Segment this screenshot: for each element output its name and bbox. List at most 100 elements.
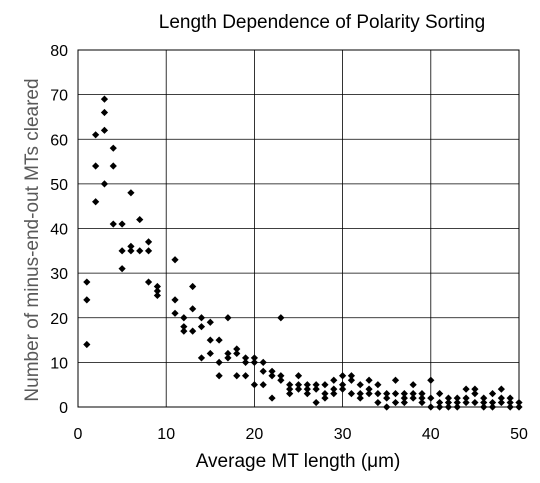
data-point bbox=[100, 108, 109, 117]
data-point bbox=[444, 398, 453, 407]
data-point bbox=[488, 390, 497, 398]
data-point bbox=[391, 390, 400, 398]
data-point bbox=[189, 305, 197, 313]
data-point bbox=[153, 282, 161, 291]
y-tick-label: 70 bbox=[50, 88, 68, 105]
data-point bbox=[365, 376, 373, 384]
data-point bbox=[215, 358, 223, 366]
data-point bbox=[506, 398, 514, 407]
data-point bbox=[303, 381, 311, 389]
data-point bbox=[100, 95, 109, 103]
data-point bbox=[418, 394, 426, 402]
data-point bbox=[453, 398, 461, 407]
data-point bbox=[391, 398, 400, 407]
data-point bbox=[277, 372, 285, 380]
data-point bbox=[250, 354, 258, 362]
data-point bbox=[268, 372, 276, 380]
data-point bbox=[277, 376, 285, 384]
y-tick-label: 30 bbox=[50, 266, 68, 283]
data-point bbox=[374, 381, 382, 389]
data-point bbox=[321, 390, 329, 398]
data-point bbox=[365, 390, 373, 398]
data-point bbox=[515, 398, 523, 407]
data-point bbox=[339, 381, 347, 389]
data-point bbox=[109, 144, 117, 152]
data-point bbox=[118, 220, 126, 228]
data-point bbox=[339, 385, 347, 393]
data-point bbox=[83, 340, 91, 349]
data-point bbox=[356, 390, 364, 398]
data-point bbox=[259, 381, 267, 389]
data-point bbox=[100, 180, 109, 188]
x-tick-label: 50 bbox=[510, 426, 528, 443]
data-point bbox=[515, 403, 523, 411]
data-point bbox=[427, 403, 435, 411]
data-point bbox=[118, 247, 126, 255]
data-point bbox=[92, 162, 100, 170]
data-point bbox=[233, 372, 241, 380]
y-tick-label: 10 bbox=[50, 355, 68, 372]
data-point bbox=[206, 336, 214, 344]
data-points bbox=[83, 95, 523, 411]
data-point bbox=[497, 394, 505, 402]
data-point bbox=[436, 398, 444, 407]
x-tick-label: 40 bbox=[422, 426, 440, 443]
data-point bbox=[259, 358, 267, 366]
data-point bbox=[206, 349, 214, 358]
data-point bbox=[427, 394, 435, 402]
data-point bbox=[471, 398, 479, 407]
data-point bbox=[180, 314, 188, 322]
data-point bbox=[250, 358, 258, 366]
data-point bbox=[374, 398, 382, 407]
y-axis-label: Number of minus-end-out MTs cleared bbox=[22, 78, 43, 401]
data-point bbox=[286, 390, 294, 398]
data-point bbox=[92, 198, 100, 206]
data-point bbox=[197, 354, 206, 362]
data-point bbox=[127, 189, 135, 197]
data-point bbox=[241, 358, 250, 366]
data-point bbox=[127, 247, 135, 255]
data-point bbox=[268, 367, 276, 375]
data-point bbox=[427, 376, 435, 384]
data-point bbox=[480, 394, 488, 402]
data-point bbox=[488, 398, 497, 407]
data-point bbox=[356, 394, 364, 402]
data-point bbox=[436, 403, 444, 411]
data-point bbox=[224, 349, 232, 358]
x-tick-label: 0 bbox=[74, 426, 83, 443]
data-point bbox=[224, 354, 232, 362]
data-point bbox=[330, 385, 338, 393]
data-point bbox=[259, 367, 267, 375]
data-point bbox=[506, 394, 514, 402]
data-point bbox=[488, 403, 497, 411]
data-point bbox=[136, 215, 144, 224]
data-point bbox=[197, 323, 206, 331]
data-point bbox=[224, 314, 232, 322]
data-point bbox=[453, 403, 461, 411]
data-point bbox=[444, 394, 453, 402]
data-point bbox=[197, 314, 206, 322]
data-point bbox=[347, 390, 356, 398]
data-point bbox=[109, 220, 117, 228]
data-point bbox=[497, 398, 505, 407]
data-point bbox=[400, 390, 408, 398]
data-point bbox=[206, 318, 214, 326]
data-point bbox=[330, 390, 338, 398]
x-axis-ticks: 0 10 20 30 40 50 bbox=[74, 426, 528, 443]
data-point bbox=[241, 372, 250, 380]
data-point bbox=[233, 349, 241, 358]
data-point bbox=[144, 247, 153, 255]
data-point bbox=[100, 126, 109, 134]
plot-area-frame bbox=[77, 49, 520, 408]
data-point bbox=[444, 403, 453, 411]
data-point bbox=[409, 390, 417, 398]
data-point bbox=[312, 398, 320, 407]
data-point bbox=[180, 323, 188, 331]
data-point bbox=[83, 278, 91, 286]
data-point bbox=[277, 314, 285, 322]
data-point bbox=[453, 394, 461, 402]
data-point bbox=[215, 372, 223, 380]
data-point bbox=[374, 390, 382, 398]
data-point bbox=[109, 162, 117, 170]
